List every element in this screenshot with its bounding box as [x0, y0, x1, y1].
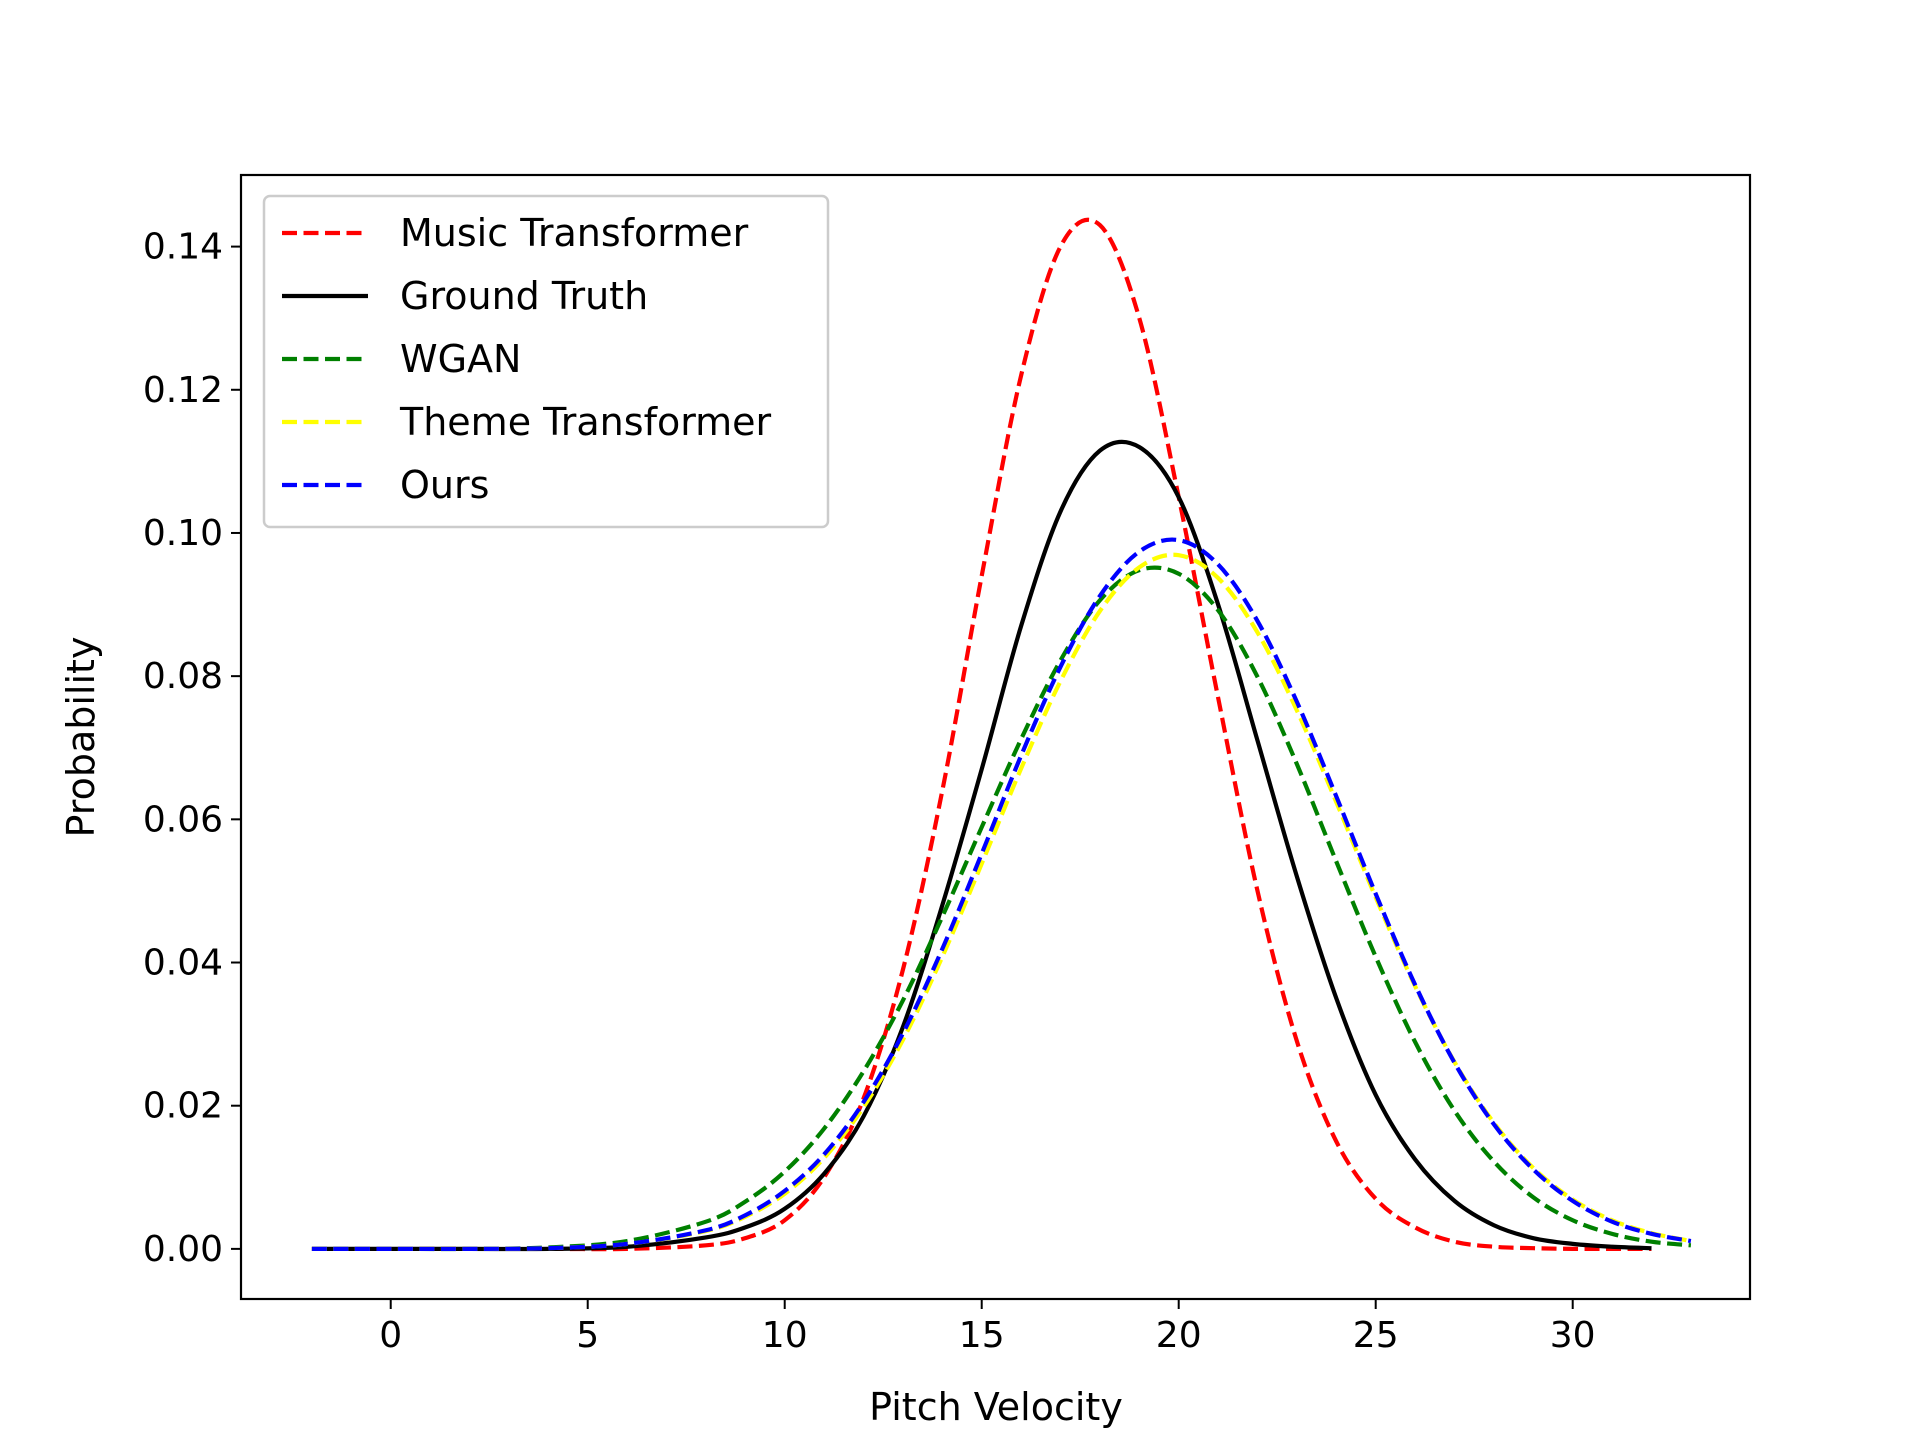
series-line-ours: [311, 537, 1692, 1252]
y-axis: 0.00 0.02 0.04 0.06 0.08 0.10 0.12 0.14: [143, 227, 241, 1270]
x-tick-label: 30: [1550, 1315, 1596, 1356]
y-tick-label: 0.04: [143, 943, 223, 984]
legend-label-wgan: WGAN: [400, 337, 521, 381]
x-tick-label: 15: [959, 1315, 1005, 1356]
y-tick-label: 0.08: [143, 656, 223, 697]
series-line-music-transformer: [311, 217, 1652, 1252]
series-layer: [311, 217, 1692, 1252]
y-tick-label: 0.10: [143, 513, 223, 554]
series-line-wgan: [311, 565, 1692, 1252]
plot-frame: [239, 173, 1752, 1301]
x-axis: 0 5 10 15 20 25 30: [379, 1299, 1596, 1356]
legend-label-ours: Ours: [400, 463, 489, 507]
y-tick-label: 0.00: [143, 1229, 223, 1270]
y-tick-label: 0.12: [143, 370, 223, 411]
legend-label-music-transformer: Music Transformer: [400, 211, 749, 255]
series-line-ground-truth: [311, 439, 1652, 1252]
y-tick-label: 0.06: [143, 799, 223, 840]
x-axis-label: Pitch Velocity: [869, 1385, 1123, 1429]
x-tick-label: 25: [1353, 1315, 1399, 1356]
y-tick-label: 0.02: [143, 1086, 223, 1127]
x-tick-label: 5: [576, 1315, 599, 1356]
x-tick-label: 0: [379, 1315, 402, 1356]
x-tick-label: 10: [762, 1315, 808, 1356]
y-axis-label: Probability: [59, 637, 103, 838]
legend: Music Transformer Ground Truth WGAN Theme T…: [262, 194, 830, 529]
legend-label-theme-transformer: Theme Transformer: [399, 400, 772, 444]
legend-label-ground-truth: Ground Truth: [400, 274, 648, 318]
legend-box: [262, 194, 830, 529]
y-tick-label: 0.14: [143, 227, 223, 268]
x-tick-label: 20: [1156, 1315, 1202, 1356]
